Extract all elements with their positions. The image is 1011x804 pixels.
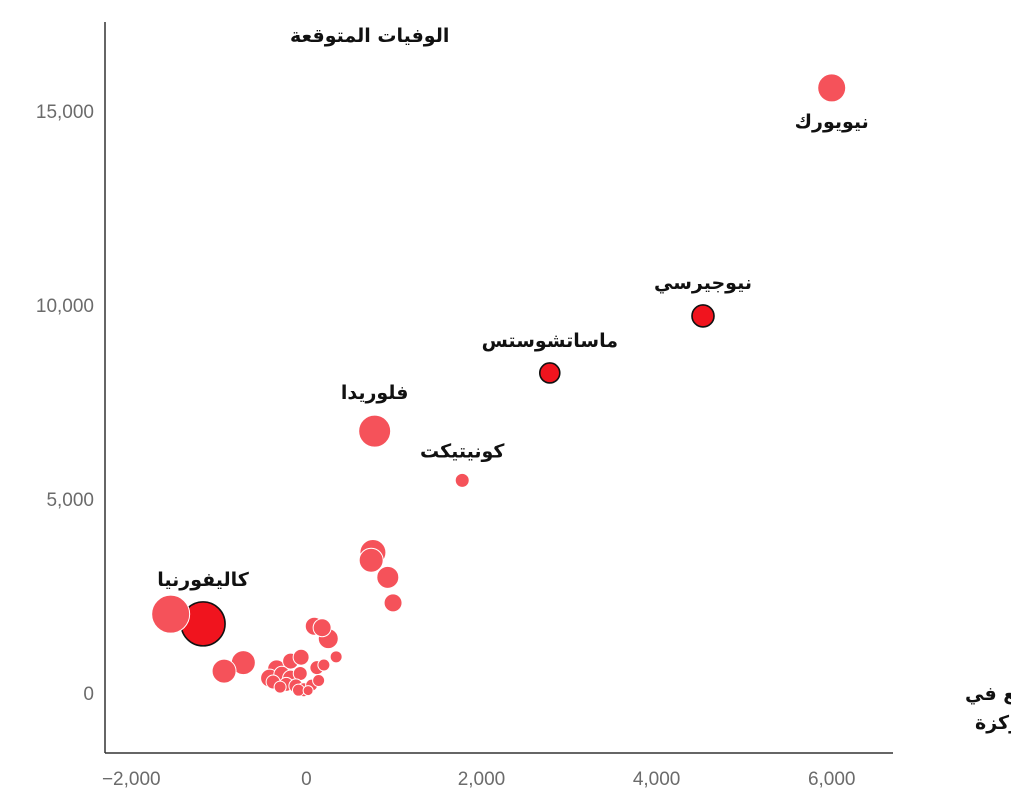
data-point: [376, 565, 400, 589]
x-tick-label: 6,000: [808, 769, 856, 790]
data-point: [292, 666, 308, 682]
data-point: [312, 618, 332, 638]
x-axis-title-line1: العجز المتوقع في: [965, 683, 1011, 705]
x-tick-label: 0: [301, 769, 312, 790]
state-point: [538, 362, 561, 384]
data-points: [151, 73, 847, 698]
x-tick-label: 4,000: [633, 769, 681, 790]
y-axis-title: الوفيات المتوقعة: [290, 25, 449, 47]
data-point: [358, 547, 384, 573]
data-point: [273, 680, 287, 694]
point-label: كونيتيكت: [420, 440, 505, 462]
data-point: [329, 650, 343, 664]
state-point: [358, 414, 392, 448]
data-point: [317, 658, 331, 672]
x-tick-labels: −2,000 0 2,000 4,000 6,000: [102, 769, 856, 790]
y-tick-labels: 0 5,000 10,000 15,000: [36, 102, 94, 705]
data-point: [312, 673, 326, 687]
point-label: نيوجيرسي: [654, 272, 752, 294]
state-point: [454, 472, 470, 488]
y-tick-label: 15,000: [36, 102, 94, 123]
x-tick-label: 2,000: [458, 769, 506, 790]
point-label: نيويورك: [795, 111, 869, 133]
data-point: [292, 648, 310, 666]
y-tick-label: 5,000: [46, 490, 94, 511]
point-label: فلوريدا: [341, 382, 409, 404]
data-point: [151, 594, 191, 634]
data-point: [383, 593, 403, 613]
point-label: كاليفورنيا: [157, 569, 250, 591]
point-label: ماساتشوستس: [482, 330, 618, 352]
y-tick-label: 0: [83, 684, 94, 705]
data-point: [302, 685, 314, 697]
x-tick-label: −2,000: [102, 769, 161, 790]
state-point: [691, 304, 715, 328]
state-point: [817, 73, 847, 103]
y-tick-label: 10,000: [36, 296, 94, 317]
point-labels: نيويورك نيوجيرسي ماساتشوستس فلوريدا كونيتيكت…: [157, 111, 869, 591]
data-point: [211, 658, 237, 684]
x-axis-title-line2: أسِرَّة العناية المركزة: [975, 710, 1011, 734]
